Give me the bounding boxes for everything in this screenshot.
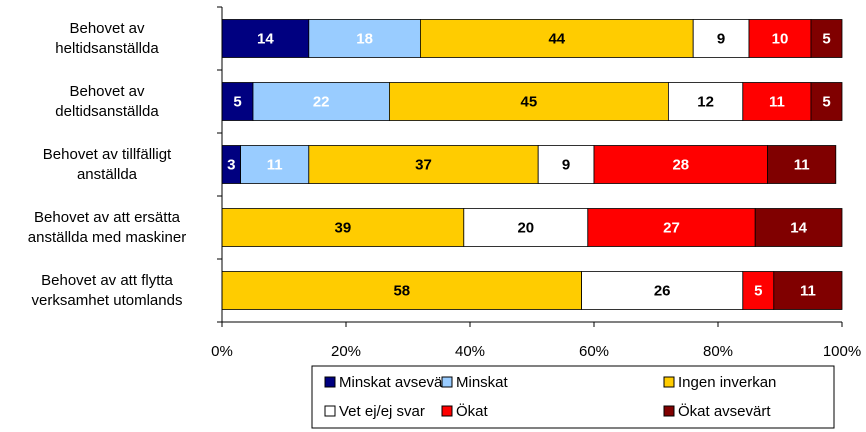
data-label: 14: [257, 30, 274, 47]
bar-segment: [742, 271, 775, 310]
data-label: 9: [562, 156, 570, 173]
data-label: 18: [356, 30, 373, 47]
bar-segment: [754, 208, 843, 247]
data-label: 26: [654, 282, 671, 299]
data-label: 5: [754, 282, 762, 299]
legend-swatch: [324, 405, 336, 417]
bar-segment: [252, 82, 390, 121]
data-label: 28: [672, 156, 689, 173]
legend-label: Vet ej/ej svar: [339, 403, 425, 420]
data-label: 11: [800, 282, 816, 299]
bar-segment: [742, 82, 812, 121]
data-label: 5: [822, 93, 830, 110]
bar-segment: [240, 145, 310, 184]
x-tick-label: 100%: [823, 343, 861, 360]
x-tick-label: 40%: [455, 343, 485, 360]
legend-label: Ökat: [456, 402, 489, 420]
bar-segment: [668, 82, 744, 121]
bar-segment: [593, 145, 769, 184]
bar-segment: [221, 208, 465, 247]
data-label: 11: [794, 156, 810, 173]
legend-label: Ökat avsevärt: [678, 402, 771, 420]
legend-swatch: [324, 376, 336, 388]
bar-segment: [221, 271, 583, 310]
category-label: Behovet av att flytta verksamhet utomlan…: [31, 271, 183, 309]
legend-label: Ingen inverkan: [678, 374, 776, 391]
bar-segment: [308, 145, 539, 184]
data-label: 5: [233, 93, 241, 110]
legend-label: Minskat: [456, 374, 509, 391]
legend-swatch: [663, 376, 675, 388]
legend-swatch: [663, 405, 675, 417]
data-label: 22: [313, 93, 330, 110]
data-label: 11: [267, 156, 283, 173]
category-label: Behovet av att ersätta anställda med mas…: [27, 208, 187, 246]
data-label: 10: [772, 30, 789, 47]
bar-segment: [587, 208, 756, 247]
legend-swatch: [441, 405, 453, 417]
x-tick-label: 80%: [703, 343, 733, 360]
data-label: 37: [415, 156, 432, 173]
category-label: Behovet av deltidsanställda: [55, 82, 159, 120]
x-tick-label: 0%: [211, 343, 233, 360]
bar-segment: [388, 82, 669, 121]
category-label: Behovet av heltidsanställda: [55, 19, 159, 57]
data-label: 3: [227, 156, 235, 173]
data-label: 20: [517, 219, 534, 236]
bar-segment: [419, 19, 694, 58]
data-label: 45: [521, 93, 538, 110]
data-label: 39: [335, 219, 352, 236]
data-label: 58: [393, 282, 410, 299]
legend-box: [311, 365, 835, 429]
bar-segment: [221, 19, 310, 58]
bar-segment: [767, 145, 837, 184]
data-label: 12: [697, 93, 714, 110]
data-label: 11: [769, 93, 785, 110]
category-label: Behovet av tillfälligt anställda: [42, 145, 172, 183]
data-label: 27: [663, 219, 680, 236]
bar-segment: [463, 208, 589, 247]
x-tick-label: 60%: [579, 343, 609, 360]
bar-segment: [773, 271, 843, 310]
x-tick-label: 20%: [331, 343, 361, 360]
legend-label: Minskat avsevärt: [339, 374, 452, 391]
data-label: 9: [717, 30, 725, 47]
bar-segment: [537, 145, 595, 184]
data-label: 14: [790, 219, 807, 236]
legend-swatch: [441, 376, 453, 388]
data-label: 5: [822, 30, 830, 47]
bar-segment: [810, 19, 843, 58]
data-label: 44: [548, 30, 565, 47]
bar-segment: [308, 19, 421, 58]
bar-segment: [810, 82, 843, 121]
bar-segment: [748, 19, 812, 58]
bar-segment: [581, 271, 744, 310]
